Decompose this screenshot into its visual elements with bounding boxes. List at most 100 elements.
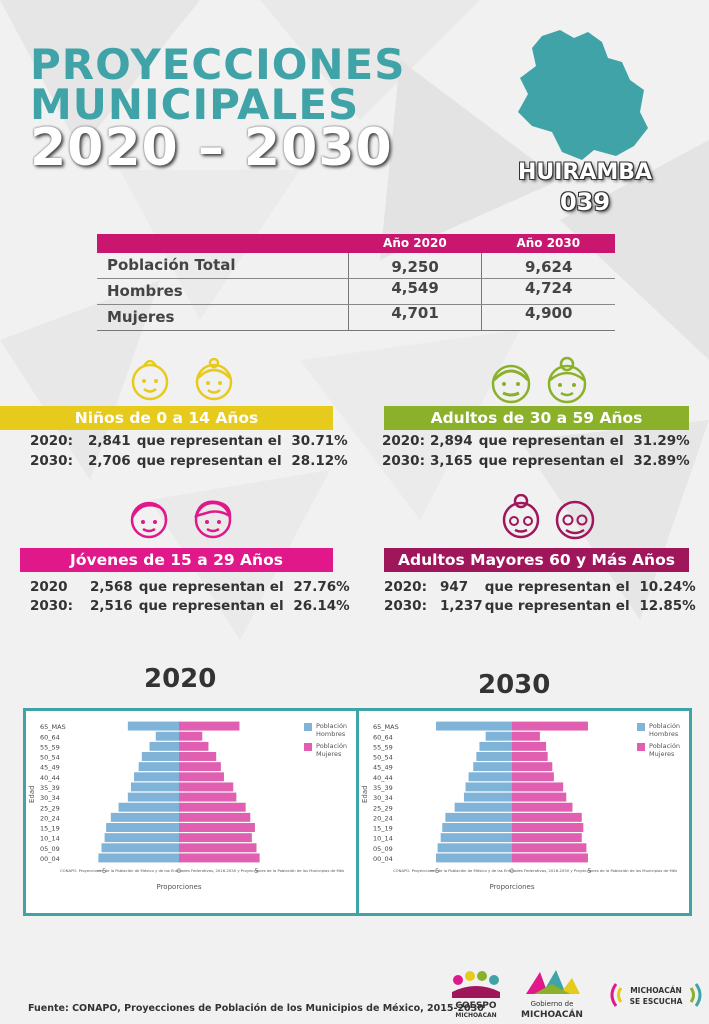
chart-year-2020: 2020 [144, 664, 217, 694]
bar-mujeres [179, 782, 234, 792]
y-tick-label: 30_34 [40, 794, 60, 802]
boy-face-icon [131, 359, 169, 401]
municipality-map [518, 30, 648, 160]
x-tick-label: 5 [587, 867, 591, 875]
group-band-youth: Jóvenes de 15 a 29 Años [20, 548, 333, 572]
table-row: Población Total 9,250 9,624 [97, 253, 615, 278]
bar-hombres [445, 812, 512, 822]
bar-hombres [127, 792, 179, 802]
michoacan-se-escucha-logo: MICHOACÁN SE ESCUCHA [610, 983, 702, 1007]
stat-row: 2030: 1,237 que representan el 12.85% [384, 598, 696, 614]
x-tick-label: 0 [177, 867, 181, 875]
coespo-logo: COESPO MICHOACAN [452, 971, 500, 1019]
y-tick-label: 05_09 [40, 845, 60, 853]
bar-mujeres [512, 741, 547, 751]
y-tick-label: 60_64 [40, 733, 60, 741]
bar-mujeres [179, 853, 260, 863]
stat-row: 2030: 2,516 que representan el 26.14% [30, 598, 350, 614]
bar-mujeres [512, 762, 553, 772]
elderly-man-icon [555, 500, 595, 540]
bar-hombres [101, 843, 179, 853]
legend-label: Mujeres [316, 750, 342, 758]
municipality-code: 039 [559, 188, 611, 216]
bar-hombres [436, 721, 512, 731]
row-label: Hombres [97, 279, 349, 304]
bar-hombres [485, 731, 512, 741]
stat-row: 2020: 2,894 que representan el 31.29% [382, 433, 690, 449]
pyramid-charts-frame: Edad 00_04 05_09 10_14 15_19 20_24 25_29 30_34 3… [23, 708, 692, 916]
bar-hombres [106, 823, 179, 832]
municipality-name: HUIRAMBA [517, 160, 653, 185]
bar-mujeres [512, 782, 564, 792]
bar-hombres [437, 843, 512, 853]
svg-text:COESPO: COESPO [455, 1001, 496, 1011]
bar-mujeres [512, 772, 554, 782]
adult-man-icon [491, 364, 531, 404]
bar-hombres [479, 741, 512, 751]
value-2030: 4,900 [524, 304, 573, 322]
young-woman-icon [130, 501, 168, 539]
y-tick-label: 20_24 [40, 814, 60, 822]
chart-year-2030: 2030 [478, 670, 551, 700]
group-band-adults: Adultos de 30 a 59 Años [384, 406, 689, 430]
y-tick-label: 55_59 [373, 743, 393, 751]
y-tick-label: 40_44 [373, 774, 393, 782]
bar-hombres [130, 782, 179, 792]
y-tick-label: 35_39 [40, 784, 60, 792]
elderly-woman-icon [502, 494, 540, 539]
chart-source-note: CONAPO. Proyecciones de la Población de … [393, 868, 678, 873]
young-man-icon [194, 500, 232, 539]
y-tick-label: 00_04 [40, 855, 60, 863]
group-band-elderly: Adultos Mayores 60 y Más Años [384, 548, 689, 572]
x-axis-label: Proporciones [489, 883, 534, 891]
bar-hombres [110, 812, 179, 822]
value-2020: 4,701 [349, 305, 483, 330]
legend-label: Mujeres [649, 750, 675, 758]
y-tick-label: 65_MAS [373, 723, 399, 731]
bar-mujeres [179, 833, 252, 843]
svg-text:MICHOACÁN: MICHOACÁN [521, 1008, 583, 1020]
bar-mujeres [179, 792, 237, 802]
population-pyramid-2030: Edad 00_04 05_09 10_14 15_19 20_24 25_29 30_34 3… [359, 711, 689, 913]
title-line-1: PROYECCIONES [30, 40, 406, 89]
value-2020: 9,250 [349, 253, 483, 278]
y-tick-label: 50_54 [40, 754, 60, 762]
table-row: Mujeres 4,701 4,900 [97, 304, 615, 330]
y-tick-label: 25_29 [373, 804, 393, 812]
table-row: Hombres 4,549 4,724 [97, 278, 615, 304]
bar-mujeres [179, 721, 240, 731]
bar-mujeres [179, 772, 224, 782]
chart-divider [356, 711, 359, 913]
svg-text:MICHOACÁN: MICHOACÁN [630, 986, 682, 995]
svg-text:MICHOACAN: MICHOACAN [455, 1012, 496, 1019]
x-tick-label: 0 [510, 867, 514, 875]
bar-mujeres [512, 833, 582, 843]
bar-mujeres [179, 731, 203, 741]
legend-label: Población [316, 722, 347, 730]
bar-mujeres [179, 823, 255, 832]
girl-face-icon [195, 357, 233, 401]
y-tick-label: 00_04 [373, 855, 393, 863]
bar-hombres [442, 823, 512, 832]
y-axis-label: Edad [361, 785, 369, 803]
title-years: 2020 – 2030 [30, 118, 393, 178]
bar-mujeres [179, 762, 221, 772]
y-tick-label: 10_14 [373, 835, 393, 843]
y-tick-label: 15_19 [373, 825, 393, 833]
y-tick-label: 60_64 [373, 733, 393, 741]
y-tick-label: 50_54 [373, 754, 393, 762]
table-header: Año 2020 Año 2030 [97, 234, 615, 253]
svg-text:Gobierno de: Gobierno de [531, 1000, 574, 1008]
x-tick-label: −5 [430, 867, 440, 875]
x-tick-label: 5 [254, 867, 258, 875]
bar-mujeres [179, 741, 209, 751]
bar-hombres [127, 721, 179, 731]
bar-hombres [454, 802, 512, 812]
stat-row: 2020 2,568 que representan el 27.76% [30, 579, 350, 595]
bar-mujeres [512, 752, 548, 761]
population-table: Año 2020 Año 2030 Población Total 9,250 … [97, 234, 615, 331]
bar-hombres [476, 752, 512, 761]
stat-row: 2030: 3,165 que representan el 32.89% [382, 453, 690, 469]
y-tick-label: 30_34 [373, 794, 393, 802]
legend-swatch [304, 723, 312, 731]
